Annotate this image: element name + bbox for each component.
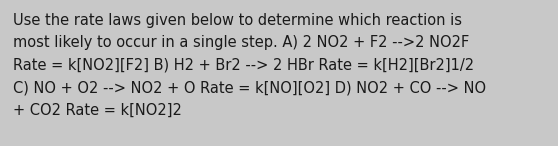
Text: + CO2 Rate = k[NO2]2: + CO2 Rate = k[NO2]2 <box>13 103 182 118</box>
Text: Use the rate laws given below to determine which reaction is: Use the rate laws given below to determi… <box>13 13 462 28</box>
Text: C) NO + O2 --> NO2 + O Rate = k[NO][O2] D) NO2 + CO --> NO: C) NO + O2 --> NO2 + O Rate = k[NO][O2] … <box>13 80 486 95</box>
Text: most likely to occur in a single step. A) 2 NO2 + F2 -->2 NO2F: most likely to occur in a single step. A… <box>13 35 469 51</box>
Text: Rate = k[NO2][F2] B) H2 + Br2 --> 2 HBr Rate = k[H2][Br2]1/2: Rate = k[NO2][F2] B) H2 + Br2 --> 2 HBr … <box>13 58 474 73</box>
